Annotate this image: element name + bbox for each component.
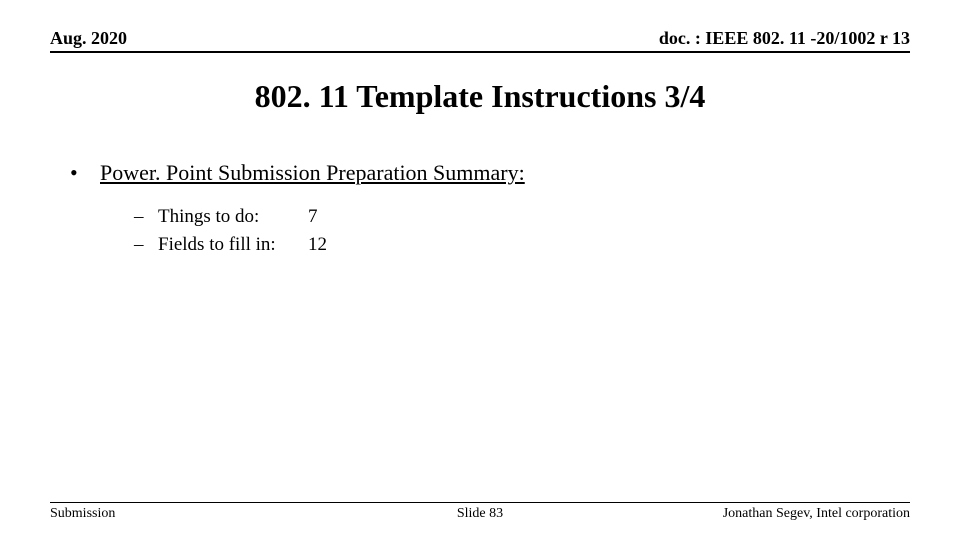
slide-title: 802. 11 Template Instructions 3/4 <box>0 78 960 115</box>
slide: Aug. 2020 doc. : IEEE 802. 11 -20/1002 r… <box>0 0 960 540</box>
footer-left: Submission <box>50 506 115 522</box>
bullet-item: • Power. Point Submission Preparation Su… <box>70 160 890 186</box>
header-doc-id: doc. : IEEE 802. 11 -20/1002 r 13 <box>659 28 910 49</box>
sub-value: 12 <box>308 234 348 256</box>
list-item: – Fields to fill in: 12 <box>134 234 890 256</box>
footer-author: Jonathan Segev, Intel corporation <box>723 506 910 522</box>
sub-label: Things to do: <box>158 206 308 228</box>
bullet-text: Power. Point Submission Preparation Summ… <box>100 160 525 186</box>
sub-value: 7 <box>308 206 348 228</box>
header-date: Aug. 2020 <box>50 28 127 49</box>
slide-content: • Power. Point Submission Preparation Su… <box>70 160 890 262</box>
slide-header: Aug. 2020 doc. : IEEE 802. 11 -20/1002 r… <box>50 28 910 53</box>
sub-list: – Things to do: 7 – Fields to fill in: 1… <box>134 206 890 256</box>
sub-dash: – <box>134 234 158 256</box>
list-item: – Things to do: 7 <box>134 206 890 228</box>
sub-label: Fields to fill in: <box>158 234 308 256</box>
slide-footer: Submission Slide 83 Jonathan Segev, Inte… <box>50 502 910 522</box>
bullet-marker: • <box>70 160 100 186</box>
footer-slide-number: Slide 83 <box>457 506 503 522</box>
sub-dash: – <box>134 206 158 228</box>
